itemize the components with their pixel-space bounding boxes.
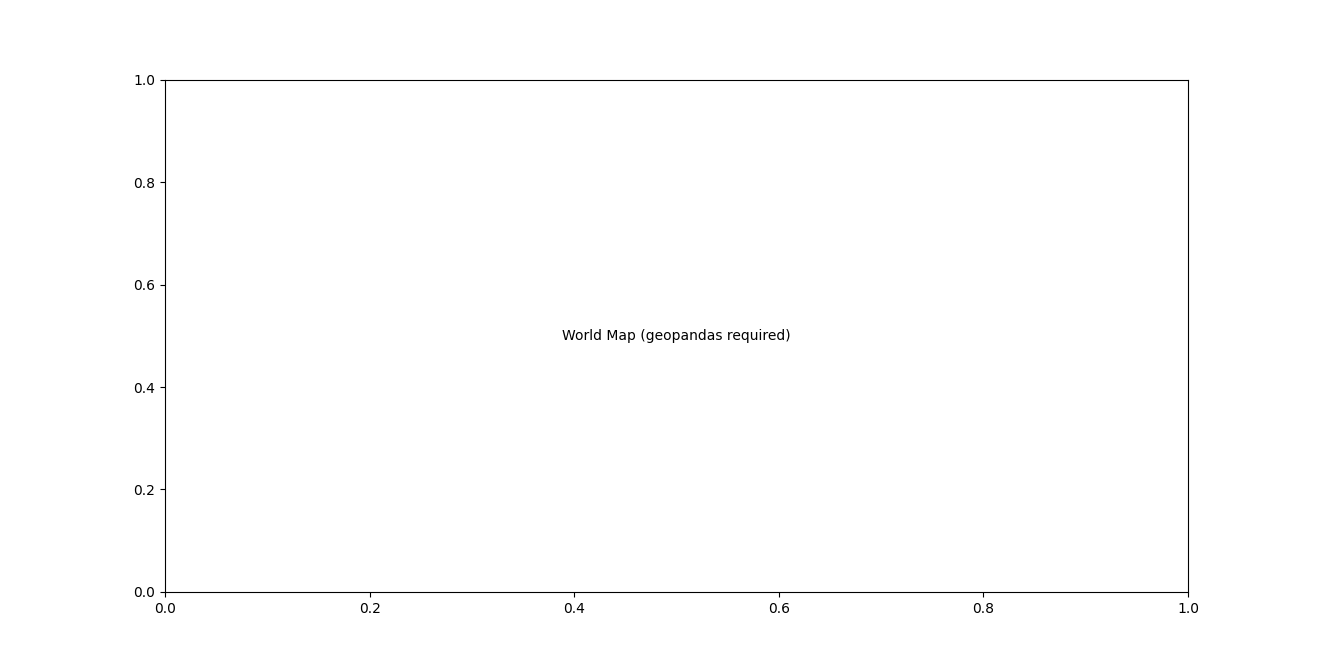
Text: World Map (geopandas required): World Map (geopandas required): [562, 329, 791, 343]
